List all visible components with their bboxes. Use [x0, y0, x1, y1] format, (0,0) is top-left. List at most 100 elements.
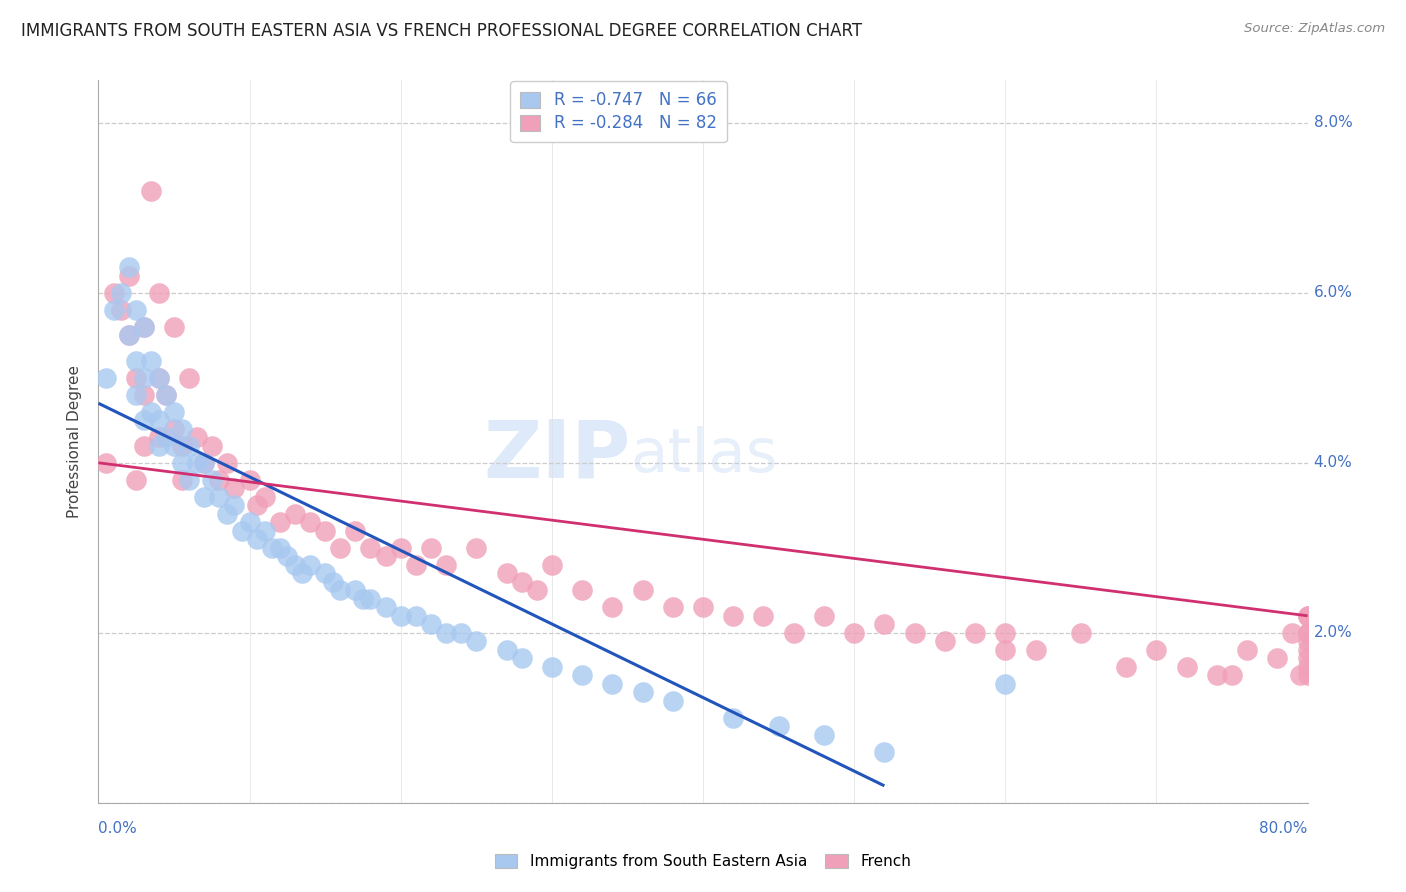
Point — [103, 285, 125, 300]
Point — [314, 566, 336, 581]
Point — [253, 524, 276, 538]
Point — [132, 319, 155, 334]
Point — [1206, 668, 1229, 682]
Point — [132, 371, 155, 385]
Point — [132, 388, 155, 402]
Point — [495, 642, 517, 657]
Point — [253, 490, 276, 504]
Point — [170, 456, 193, 470]
Text: Source: ZipAtlas.com: Source: ZipAtlas.com — [1244, 22, 1385, 36]
Point — [1115, 660, 1137, 674]
Text: 8.0%: 8.0% — [1313, 115, 1353, 130]
Point — [1296, 668, 1319, 682]
Point — [1175, 660, 1198, 674]
Point — [269, 516, 291, 530]
Point — [94, 456, 117, 470]
Point — [94, 371, 117, 385]
Point — [246, 498, 269, 512]
Point — [405, 558, 427, 572]
Point — [661, 694, 683, 708]
Point — [1070, 625, 1092, 640]
Point — [1281, 625, 1303, 640]
Point — [389, 608, 412, 623]
Point — [1296, 608, 1319, 623]
Point — [201, 439, 224, 453]
Point — [215, 456, 238, 470]
Point — [344, 583, 367, 598]
Point — [723, 711, 745, 725]
Point — [1296, 608, 1319, 623]
Point — [465, 541, 488, 555]
Point — [269, 541, 291, 555]
Point — [329, 583, 352, 598]
Point — [118, 328, 141, 343]
Point — [276, 549, 298, 564]
Point — [148, 413, 170, 427]
Point — [118, 328, 141, 343]
Legend: R = -0.747   N = 66, R = -0.284   N = 82: R = -0.747 N = 66, R = -0.284 N = 82 — [510, 81, 727, 143]
Point — [873, 745, 896, 759]
Point — [284, 558, 307, 572]
Point — [571, 668, 593, 682]
Point — [360, 541, 382, 555]
Point — [631, 583, 654, 598]
Point — [155, 388, 177, 402]
Point — [179, 371, 201, 385]
Point — [783, 625, 806, 640]
Point — [125, 388, 148, 402]
Point — [526, 583, 548, 598]
Point — [510, 574, 533, 589]
Point — [1296, 642, 1319, 657]
Point — [692, 600, 714, 615]
Point — [110, 302, 132, 317]
Point — [322, 574, 344, 589]
Point — [179, 473, 201, 487]
Point — [110, 285, 132, 300]
Point — [118, 260, 141, 275]
Point — [148, 371, 170, 385]
Point — [125, 371, 148, 385]
Point — [873, 617, 896, 632]
Point — [602, 600, 624, 615]
Point — [299, 516, 322, 530]
Point — [132, 319, 155, 334]
Point — [904, 625, 927, 640]
Point — [1289, 668, 1312, 682]
Point — [224, 481, 246, 495]
Point — [723, 608, 745, 623]
Point — [1024, 642, 1046, 657]
Text: 4.0%: 4.0% — [1313, 455, 1353, 470]
Point — [239, 516, 262, 530]
Point — [132, 439, 155, 453]
Y-axis label: Professional Degree: Professional Degree — [67, 365, 83, 518]
Point — [329, 541, 352, 555]
Point — [1296, 625, 1319, 640]
Point — [631, 685, 654, 699]
Point — [314, 524, 336, 538]
Point — [420, 541, 443, 555]
Point — [768, 719, 790, 733]
Point — [215, 507, 238, 521]
Point — [163, 405, 186, 419]
Point — [155, 388, 177, 402]
Point — [125, 473, 148, 487]
Point — [374, 600, 396, 615]
Point — [299, 558, 322, 572]
Point — [374, 549, 396, 564]
Point — [465, 634, 488, 648]
Point — [262, 541, 284, 555]
Point — [163, 319, 186, 334]
Point — [1267, 651, 1289, 665]
Point — [540, 558, 562, 572]
Text: 6.0%: 6.0% — [1313, 285, 1353, 301]
Point — [813, 728, 835, 742]
Point — [1220, 668, 1243, 682]
Point — [1144, 642, 1167, 657]
Point — [360, 591, 382, 606]
Point — [994, 642, 1017, 657]
Legend: Immigrants from South Eastern Asia, French: Immigrants from South Eastern Asia, Fren… — [488, 847, 918, 875]
Point — [994, 625, 1017, 640]
Point — [495, 566, 517, 581]
Point — [141, 184, 163, 198]
Point — [434, 558, 457, 572]
